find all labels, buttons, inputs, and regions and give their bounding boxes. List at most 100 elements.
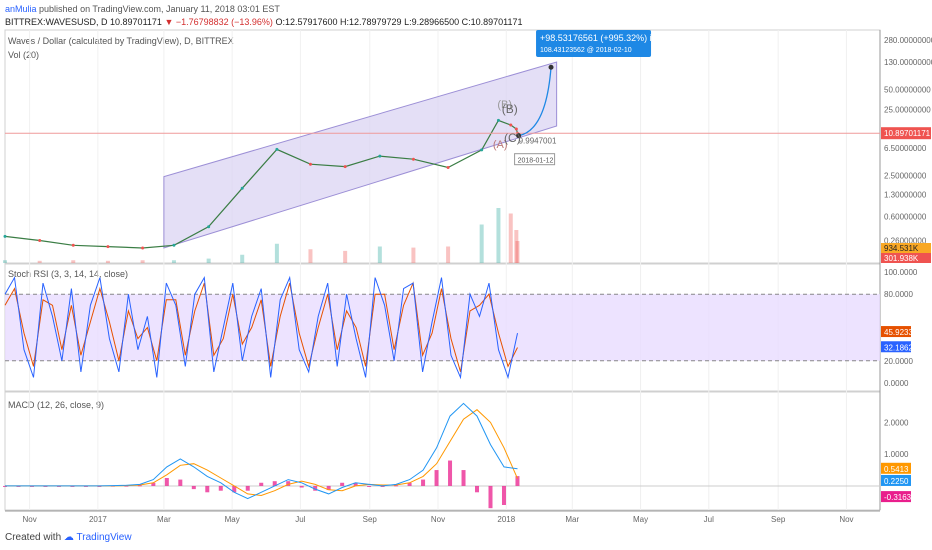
- projection-callout: [536, 30, 652, 57]
- stoch-rsi-tick-label: 80.0000: [884, 290, 913, 299]
- projection-label: +98.53176561 (+995.32%) in 29d: [540, 33, 674, 43]
- macd-line: [5, 402, 518, 500]
- symbol-line: BITTREX:WAVESUSD, D 10.89701171 ▼ −1.767…: [5, 17, 523, 27]
- projection-sublabel: 108.43123562 @ 2018-02-10: [540, 47, 632, 54]
- price-point: [141, 246, 145, 250]
- stoch-rsi-k-line: [4, 275, 518, 380]
- macd-histogram-bar: [259, 482, 264, 486]
- price-tick-label: 50.00000000: [884, 85, 931, 94]
- time-tick-label: 2018: [497, 515, 515, 524]
- wave-label-a: (A): [493, 139, 508, 151]
- price-tick-label: 280.00000000: [884, 36, 932, 45]
- volume-bar: [377, 246, 382, 263]
- price-tick-label: 130.00000000: [884, 58, 932, 67]
- macd-value-label: 0.5413: [884, 465, 909, 474]
- macd-pane-frame: [4, 391, 881, 511]
- price-point: [240, 186, 244, 190]
- macd-histogram-bar: [178, 479, 183, 486]
- macd-histogram-bar: [407, 482, 412, 486]
- volume-bar: [508, 213, 513, 263]
- price-point: [275, 147, 279, 151]
- time-tick-label: 2017: [89, 515, 107, 524]
- stoch-rsi-band: [5, 294, 880, 361]
- volume-bar: [37, 260, 42, 263]
- volume-bar: [206, 258, 211, 263]
- time-tick-label: Mar: [157, 515, 171, 524]
- volume-bar: [343, 250, 348, 263]
- volume-bar: [3, 260, 7, 263]
- time-tick-label: May: [633, 515, 648, 524]
- price-point: [509, 123, 513, 127]
- volume-bar: [274, 243, 279, 263]
- volume-tag: [881, 243, 931, 253]
- macd-histogram-bar: [245, 485, 250, 491]
- price-point: [480, 148, 484, 152]
- current-price-label: 10.89701171: [884, 129, 931, 138]
- stoch-rsi-d-tag: [881, 341, 911, 353]
- macd-histogram-bar: [448, 460, 453, 486]
- macd-hist-label: -0.3163: [884, 493, 912, 502]
- macd-histogram-bar: [83, 485, 88, 487]
- volume-bar: [515, 241, 520, 263]
- macd-histogram-bar: [434, 470, 439, 486]
- wave-label-b2: (B): [502, 102, 518, 116]
- time-tick-label: Nov: [839, 515, 853, 524]
- price-point: [3, 234, 7, 238]
- footer-created: Created with: [5, 532, 62, 543]
- macd-histogram-bar: [367, 485, 372, 487]
- macd-histogram-bar: [475, 485, 480, 493]
- macd-histogram-bar: [137, 485, 142, 487]
- macd-histogram-bar: [232, 485, 237, 493]
- macd-tick-label: 2.0000: [884, 418, 909, 427]
- volume-tag: [881, 253, 931, 263]
- start-date-box: [514, 153, 556, 166]
- volume-label-1: 934.531K: [884, 244, 919, 253]
- macd-histogram-bar: [29, 485, 34, 487]
- price-point: [446, 166, 450, 170]
- macd-histogram-bar: [43, 485, 48, 487]
- macd-histogram-bar: [70, 485, 75, 487]
- projection-target-point: [548, 64, 554, 70]
- stoch-rsi-tick-label: 0.0000: [884, 379, 909, 388]
- volume-label: Vol (20): [8, 50, 40, 60]
- price-point: [378, 154, 382, 158]
- wave-label-b1: (B): [497, 99, 512, 111]
- macd-histogram-bar: [124, 485, 129, 487]
- volume-bar: [496, 208, 501, 263]
- macd-histogram-bar: [394, 485, 399, 487]
- start-date-label: 2018-01-12: [518, 158, 554, 165]
- stoch-rsi-tick-label: 20.0000: [884, 357, 913, 366]
- volume-bar: [514, 230, 519, 263]
- author-link[interactable]: anMulia: [5, 4, 37, 14]
- price-tick-label: 6.50000000: [884, 144, 927, 153]
- projection-start-point: [516, 133, 522, 139]
- time-tick-label: Jul: [704, 515, 714, 524]
- volume-bar: [240, 254, 245, 263]
- volume-bar: [446, 246, 451, 263]
- time-tick-label: Sep: [771, 515, 786, 524]
- price-tick-label: 0.26000000: [884, 236, 927, 245]
- stoch-rsi-title: Stoch RSI (3, 3, 14, 14, close): [8, 269, 129, 279]
- volume-bar: [479, 224, 484, 263]
- volume-bar: [171, 260, 176, 263]
- parallel-channel: [163, 61, 558, 249]
- main-pane-title: Waves / Dollar (calculated by TradingVie…: [8, 36, 234, 46]
- footer-brand[interactable]: TradingView: [76, 532, 132, 543]
- macd-histogram-bar: [205, 485, 210, 493]
- stoch-rsi-k-label: 45.9233: [884, 328, 913, 337]
- macd-histogram-bar: [3, 485, 7, 487]
- macd-histogram-bar: [461, 470, 466, 486]
- symbol-last: 10.89701171: [110, 17, 162, 27]
- macd-histogram-bar: [488, 485, 493, 509]
- wave-label-c: (C): [504, 131, 521, 145]
- macd-histogram-bar: [164, 478, 169, 486]
- volume-bar: [71, 260, 76, 263]
- price-point: [308, 162, 312, 166]
- macd-value-tag: [881, 462, 911, 474]
- macd-tick-label: 1.0000: [884, 450, 909, 459]
- time-tick-label: Jul: [295, 515, 305, 524]
- time-tick-label: Nov: [431, 515, 445, 524]
- price-point: [38, 238, 42, 242]
- macd-signal-line: [5, 409, 518, 497]
